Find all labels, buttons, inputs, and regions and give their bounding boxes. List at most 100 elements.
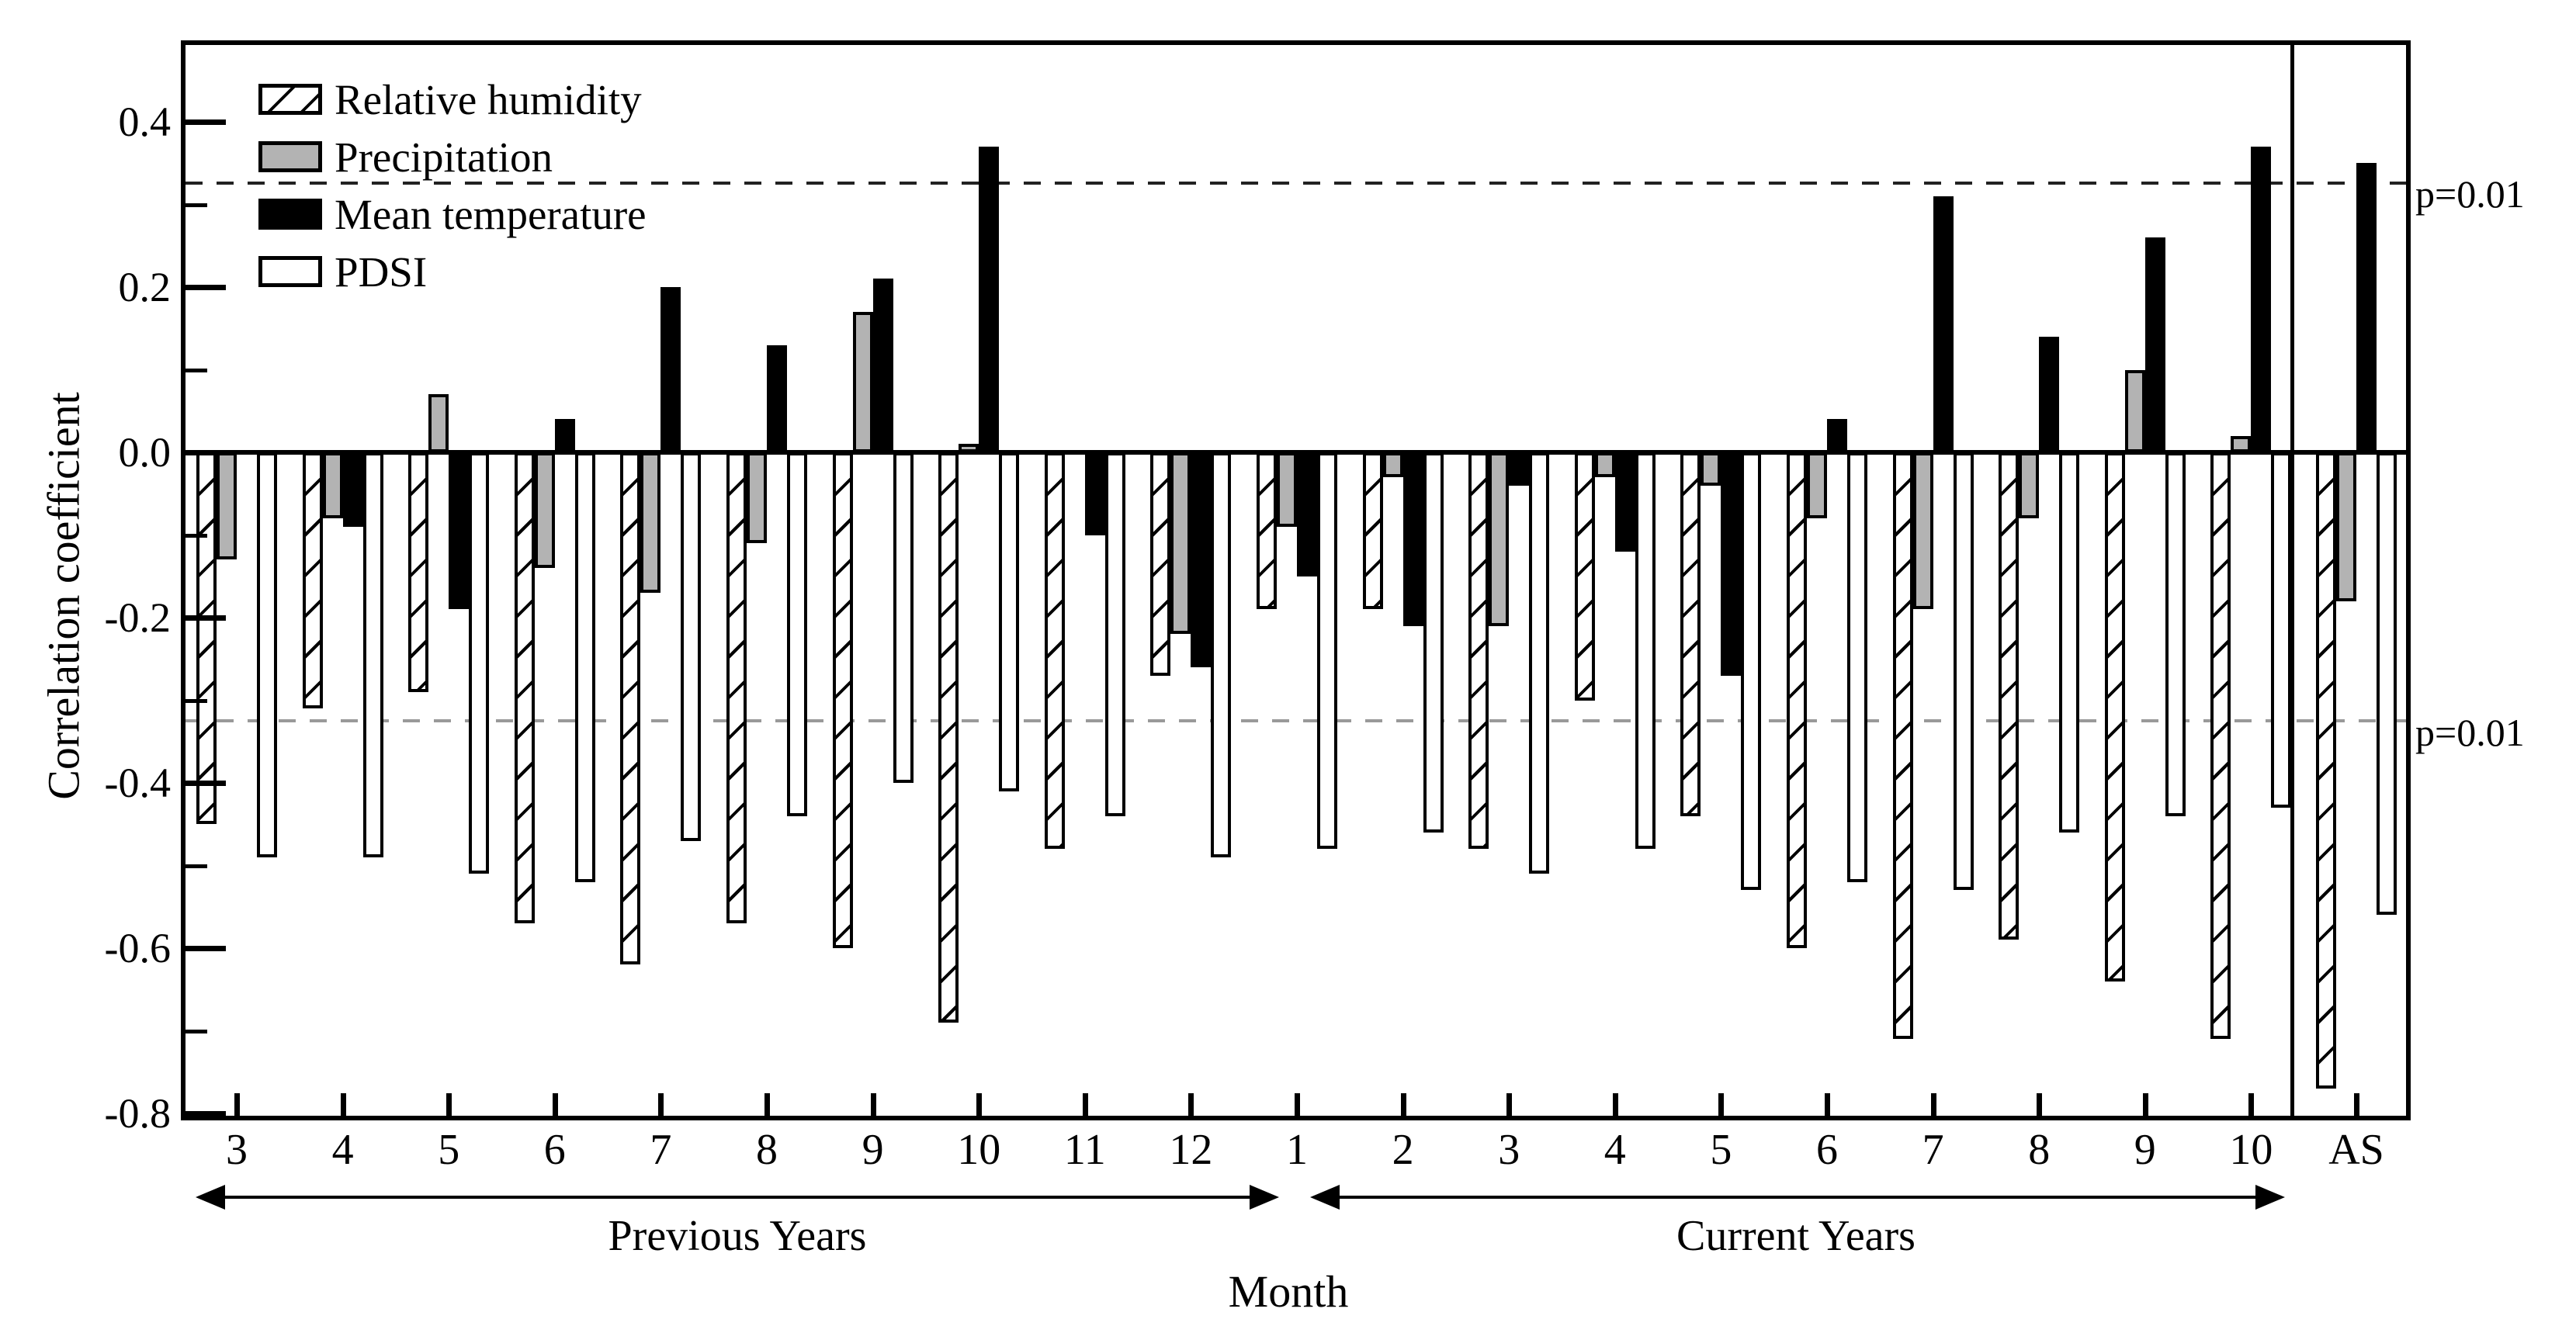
bar-precip-previous-6	[534, 452, 555, 569]
y-tick-label: 0.0	[118, 429, 172, 476]
x-axis-tick	[446, 1093, 452, 1116]
x-axis-tick	[1930, 1093, 1936, 1116]
bar-pdsi-current-5	[1741, 452, 1762, 891]
bar-rh-current-1	[1257, 452, 1277, 610]
bar-precip-current-2	[1382, 452, 1403, 477]
bar-precip-aggregate-AS	[2336, 452, 2356, 601]
bar-temp-current-6	[1827, 419, 1847, 452]
legend-label: Relative humidity	[335, 75, 642, 123]
bar-rh-previous-7	[620, 452, 641, 965]
bar-pdsi-current-9	[2165, 452, 2186, 816]
as-section-divider	[2290, 45, 2294, 1116]
y-tick-label: -0.6	[104, 925, 171, 971]
x-tick-label-previous-8: 8	[756, 1126, 778, 1174]
bar-precip-previous-4	[322, 452, 343, 519]
legend-label: Precipitation	[335, 133, 553, 181]
x-tick-label-current-6: 6	[1816, 1126, 1838, 1174]
x-tick-label-current-1: 1	[1286, 1126, 1308, 1174]
x-tick-label-current-4: 4	[1603, 1126, 1626, 1174]
x-tick-label-previous-11: 11	[1063, 1126, 1106, 1174]
bar-rh-current-2	[1362, 452, 1383, 610]
x-axis-tick	[1718, 1093, 1725, 1116]
plot-area	[181, 40, 2411, 1120]
x-tick-label-aggregate-AS: AS	[2328, 1126, 2384, 1174]
arrow-left-icon	[1310, 1185, 1340, 1210]
y-axis-tick	[185, 946, 226, 951]
x-tick-label-previous-4: 4	[331, 1126, 354, 1174]
bar-temp-current-8	[2039, 336, 2060, 452]
significance-line-upper	[185, 182, 2406, 185]
zero-baseline	[185, 450, 2406, 455]
legend-item-mean-temperature: Mean temperature	[258, 193, 647, 236]
bar-precip-previous-8	[747, 452, 767, 544]
x-tick-label-previous-5: 5	[438, 1126, 460, 1174]
arrow-right-icon	[1250, 1185, 1279, 1210]
bar-precip-current-1	[1277, 452, 1297, 527]
bar-rh-previous-8	[726, 452, 747, 924]
bar-rh-current-5	[1680, 452, 1701, 816]
y-axis-tick	[185, 615, 226, 621]
y-axis-tick	[185, 781, 226, 786]
y-axis-minor-tick	[185, 698, 207, 703]
bar-rh-current-10	[2210, 452, 2231, 1040]
legend-label: PDSI	[335, 248, 428, 296]
x-axis-tick	[234, 1093, 240, 1116]
bar-rh-current-8	[1999, 452, 2020, 940]
y-tick-label: 0.4	[118, 99, 172, 145]
bar-temp-current-9	[2144, 237, 2165, 452]
x-tick-label-current-8: 8	[2028, 1126, 2051, 1174]
p-value-label-upper: p=0.01	[2415, 172, 2525, 216]
x-axis-tick	[1400, 1093, 1406, 1116]
y-tick-label: 0.2	[118, 264, 172, 310]
bar-rh-current-3	[1468, 452, 1489, 850]
bar-precip-current-9	[2124, 369, 2145, 452]
y-tick-label: -0.8	[104, 1090, 171, 1137]
legend-label: Mean temperature	[335, 190, 647, 238]
bar-precip-previous-12	[1170, 452, 1191, 635]
bar-precip-previous-3	[217, 452, 237, 560]
x-tick-label-current-10: 10	[2229, 1126, 2273, 1174]
x-tick-label-previous-12: 12	[1169, 1126, 1213, 1174]
bar-rh-current-4	[1574, 452, 1595, 701]
arrow-right-icon	[2255, 1185, 2285, 1210]
x-axis-tick	[2248, 1093, 2255, 1116]
x-tick-label-current-3: 3	[1498, 1126, 1520, 1174]
bar-rh-previous-9	[832, 452, 853, 948]
significance-line-lower	[185, 719, 2406, 722]
x-axis-tick	[2354, 1093, 2359, 1116]
previous-years-label: Previous Years	[608, 1212, 867, 1260]
bar-temp-current-5	[1721, 452, 1742, 676]
bar-pdsi-previous-5	[469, 452, 490, 874]
bar-pdsi-previous-11	[1104, 452, 1125, 816]
y-axis-minor-tick	[185, 533, 207, 538]
x-axis-tick	[658, 1093, 664, 1116]
bar-pdsi-current-6	[1847, 452, 1867, 882]
bar-rh-previous-11	[1044, 452, 1065, 850]
x-axis-tick	[2037, 1093, 2043, 1116]
p-value-label-lower: p=0.01	[2415, 711, 2525, 754]
y-axis-minor-tick	[185, 1029, 207, 1033]
x-tick-label-previous-6: 6	[543, 1126, 566, 1174]
current-years-label: Current Years	[1676, 1212, 1916, 1260]
bar-precip-previous-9	[852, 311, 873, 452]
bar-pdsi-previous-8	[787, 452, 807, 816]
bar-pdsi-aggregate-AS	[2377, 452, 2397, 916]
bar-temp-current-2	[1402, 452, 1423, 626]
y-tick-label: -0.2	[104, 594, 171, 641]
bar-temp-current-4	[1614, 452, 1635, 552]
bar-temp-previous-12	[1191, 452, 1212, 667]
x-axis-tick	[340, 1093, 346, 1116]
bar-pdsi-previous-9	[893, 452, 914, 783]
bar-pdsi-previous-6	[574, 452, 595, 882]
bar-temp-current-3	[1509, 452, 1530, 486]
x-tick-label-previous-7: 7	[650, 1126, 672, 1174]
bar-temp-previous-7	[660, 287, 681, 452]
bar-precip-current-3	[1489, 452, 1510, 626]
bar-temp-current-10	[2251, 146, 2272, 452]
current-years-arrow	[1332, 1196, 2260, 1199]
bar-precip-current-4	[1594, 452, 1615, 477]
bar-pdsi-current-7	[1953, 452, 1974, 891]
x-axis-tick	[1506, 1093, 1513, 1116]
bar-rh-aggregate-AS	[2316, 452, 2336, 1089]
